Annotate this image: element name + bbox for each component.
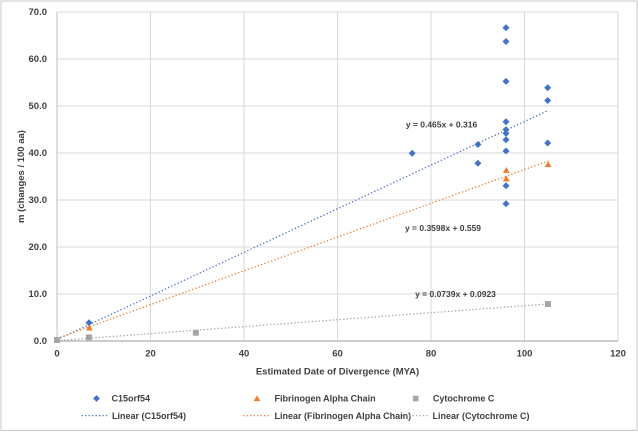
svg-text:Cytochrome C: Cytochrome C: [433, 394, 495, 404]
svg-text:10.0: 10.0: [29, 289, 48, 300]
svg-text:Linear (C15orf54): Linear (C15orf54): [112, 411, 186, 421]
svg-text:20: 20: [145, 349, 156, 360]
svg-text:y = 0.0739x + 0.0923: y = 0.0739x + 0.0923: [415, 289, 496, 299]
svg-text:Linear (Cytochrome C): Linear (Cytochrome C): [433, 411, 530, 421]
svg-text:120: 120: [610, 349, 626, 360]
svg-text:80: 80: [426, 349, 437, 360]
svg-text:30.0: 30.0: [29, 195, 48, 206]
svg-text:40.0: 40.0: [29, 148, 48, 159]
svg-text:y = 0.465x + 0.316: y = 0.465x + 0.316: [406, 120, 478, 130]
svg-text:0.0: 0.0: [34, 336, 47, 347]
svg-text:100: 100: [517, 349, 533, 360]
svg-text:Fibrinogen Alpha Chain: Fibrinogen Alpha Chain: [275, 394, 376, 404]
svg-text:50.0: 50.0: [29, 101, 48, 112]
svg-text:60: 60: [332, 349, 343, 360]
svg-text:60.0: 60.0: [29, 54, 48, 65]
svg-text:C15orf54: C15orf54: [112, 394, 151, 404]
svg-text:0: 0: [54, 349, 59, 360]
svg-text:20.0: 20.0: [29, 242, 48, 253]
svg-text:y = 0.3598x + 0.559: y = 0.3598x + 0.559: [405, 223, 481, 233]
svg-text:m (changes / 100 aa): m (changes / 100 aa): [16, 130, 27, 223]
svg-text:70.0: 70.0: [29, 7, 48, 18]
svg-text:Linear (Fibrinogen Alpha Chain: Linear (Fibrinogen Alpha Chain): [275, 411, 412, 421]
svg-text:Estimated Date of Divergence (: Estimated Date of Divergence (MYA): [256, 367, 419, 378]
svg-text:40: 40: [239, 349, 250, 360]
